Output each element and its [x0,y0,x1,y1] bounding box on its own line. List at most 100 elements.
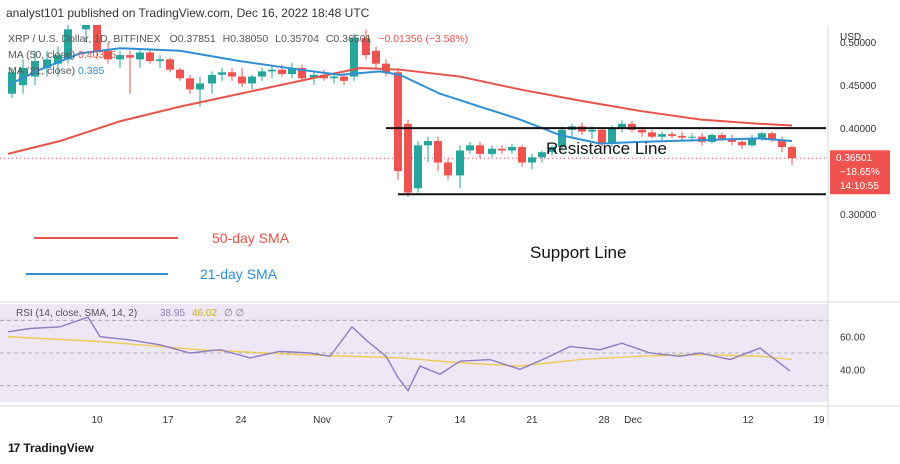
candle-body [444,162,452,176]
candle-body [498,148,506,151]
last-price-value: 0.36501 [836,153,873,164]
candle-body [126,55,134,58]
sma50-legend-label: 50-day SMA [212,230,290,246]
candle-body [218,72,226,75]
candle-body [638,129,646,133]
time-axis-tick: 17 [162,415,174,426]
candle-body [456,150,464,176]
candle-body [668,134,676,136]
candle-body [156,59,164,62]
candle-body [208,74,216,84]
rsi-axis-tick: 60.00 [840,333,865,344]
time-axis-tick: 28 [598,415,610,426]
candle-body [548,147,556,153]
candle-body [488,148,496,154]
candle-body [310,74,318,79]
main-plot [0,25,828,197]
price-axis-tick: 0.30000 [840,210,877,221]
time-axis-tick: 24 [235,415,247,426]
time-axis-tick: Nov [313,415,331,426]
time-axis-tick: 12 [742,415,754,426]
ohlc-high: H0.38050 [222,33,269,45]
candle-body [708,135,716,142]
candle-body [258,71,266,77]
candle-body [778,140,786,148]
candle-body [538,152,546,158]
bar-countdown: 14:10:55 [840,181,879,192]
candle-body [136,52,144,60]
candle-body [330,76,338,79]
candle-body [414,145,422,189]
sma21-line [7,47,793,145]
last-price-box [830,150,890,195]
symbol-legend: XRP / U.S. Dollar, 1D, BITFINEX O0.37851… [8,33,468,45]
candle-body [466,145,474,151]
candle-body [558,129,566,148]
candle-body [31,61,39,77]
ma21-label: MA (21, close) [8,65,76,77]
candle-body [196,83,204,90]
candle-body [382,63,390,73]
sma21-legend-label: 21-day SMA [200,266,278,282]
candle-body [768,133,776,141]
ohlc-close: C0.36501 [325,33,372,45]
candle-body [588,129,596,132]
candle-body [608,128,616,144]
candle-body [628,123,636,130]
last-price-change: −18.65% [840,167,880,178]
candle-body [362,37,370,56]
ma50-value: 0.40335 [78,49,116,61]
publish-line: analyst101 published on TradingView.com,… [6,6,370,20]
ma50-legend: MA (50, close) 0.40335 [8,49,116,61]
rsi-line [7,316,791,392]
candle-body [166,59,174,70]
candle-body [424,141,432,146]
price-axis-tick: 0.50000 [840,38,877,49]
price-axis-tick: 0.40000 [840,124,877,135]
candle-body [788,147,796,159]
symbol-name: XRP / U.S. Dollar, 1D, BITFINEX [8,33,161,45]
brand-name: TradingView [23,441,94,455]
price-axis-tick: 0.45000 [840,81,877,92]
ohlc-change: −0.01356 (−3.58%) [378,33,469,45]
rsi-extra: ∅ ∅ [224,308,244,319]
candle-body [476,145,484,154]
rsi-label: RSI (14, close, SMA, 14, 2) [16,308,137,319]
ma21-value: 0.385 [78,65,105,77]
candle-body [19,67,27,86]
time-axis-tick: 10 [91,415,103,426]
candle-body [288,67,296,74]
candle-body [394,72,402,172]
candle-body [738,141,746,146]
candle-body [598,129,606,144]
ohlc-low: L0.35704 [275,33,319,45]
resistance-label: Resistance Line [546,139,667,158]
candle-body [508,147,516,151]
candle-body [528,157,536,163]
ma21-legend: MA (21, close) 0.385 [8,65,104,77]
candle-body [678,135,686,138]
candle-body [404,123,412,193]
rsi-sma-value: 46.02 [192,308,217,319]
candle-body [372,50,380,64]
candle-body [758,133,766,139]
rsi-axis-tick: 40.00 [840,365,865,376]
candle-body [340,76,348,81]
sma50-line [7,66,793,155]
ma50-label: MA (50, close) [8,49,76,61]
time-axis-tick: 19 [813,415,825,426]
time-axis-tick: 7 [387,415,393,426]
price-axis-currency: USD [840,32,861,43]
ohlc-open: O0.37851 [169,33,216,45]
candle-body [688,136,696,138]
candle-body [104,50,112,60]
candle-body [176,69,184,79]
candle-body [93,25,101,51]
tradingview-mark-icon: 17 [8,441,20,455]
time-axis-tick: 21 [526,415,538,426]
time-axis-tick: 14 [454,415,466,426]
candle-body [618,123,626,129]
candle-body [658,134,666,137]
time-axis-tick: Dec [624,415,642,426]
